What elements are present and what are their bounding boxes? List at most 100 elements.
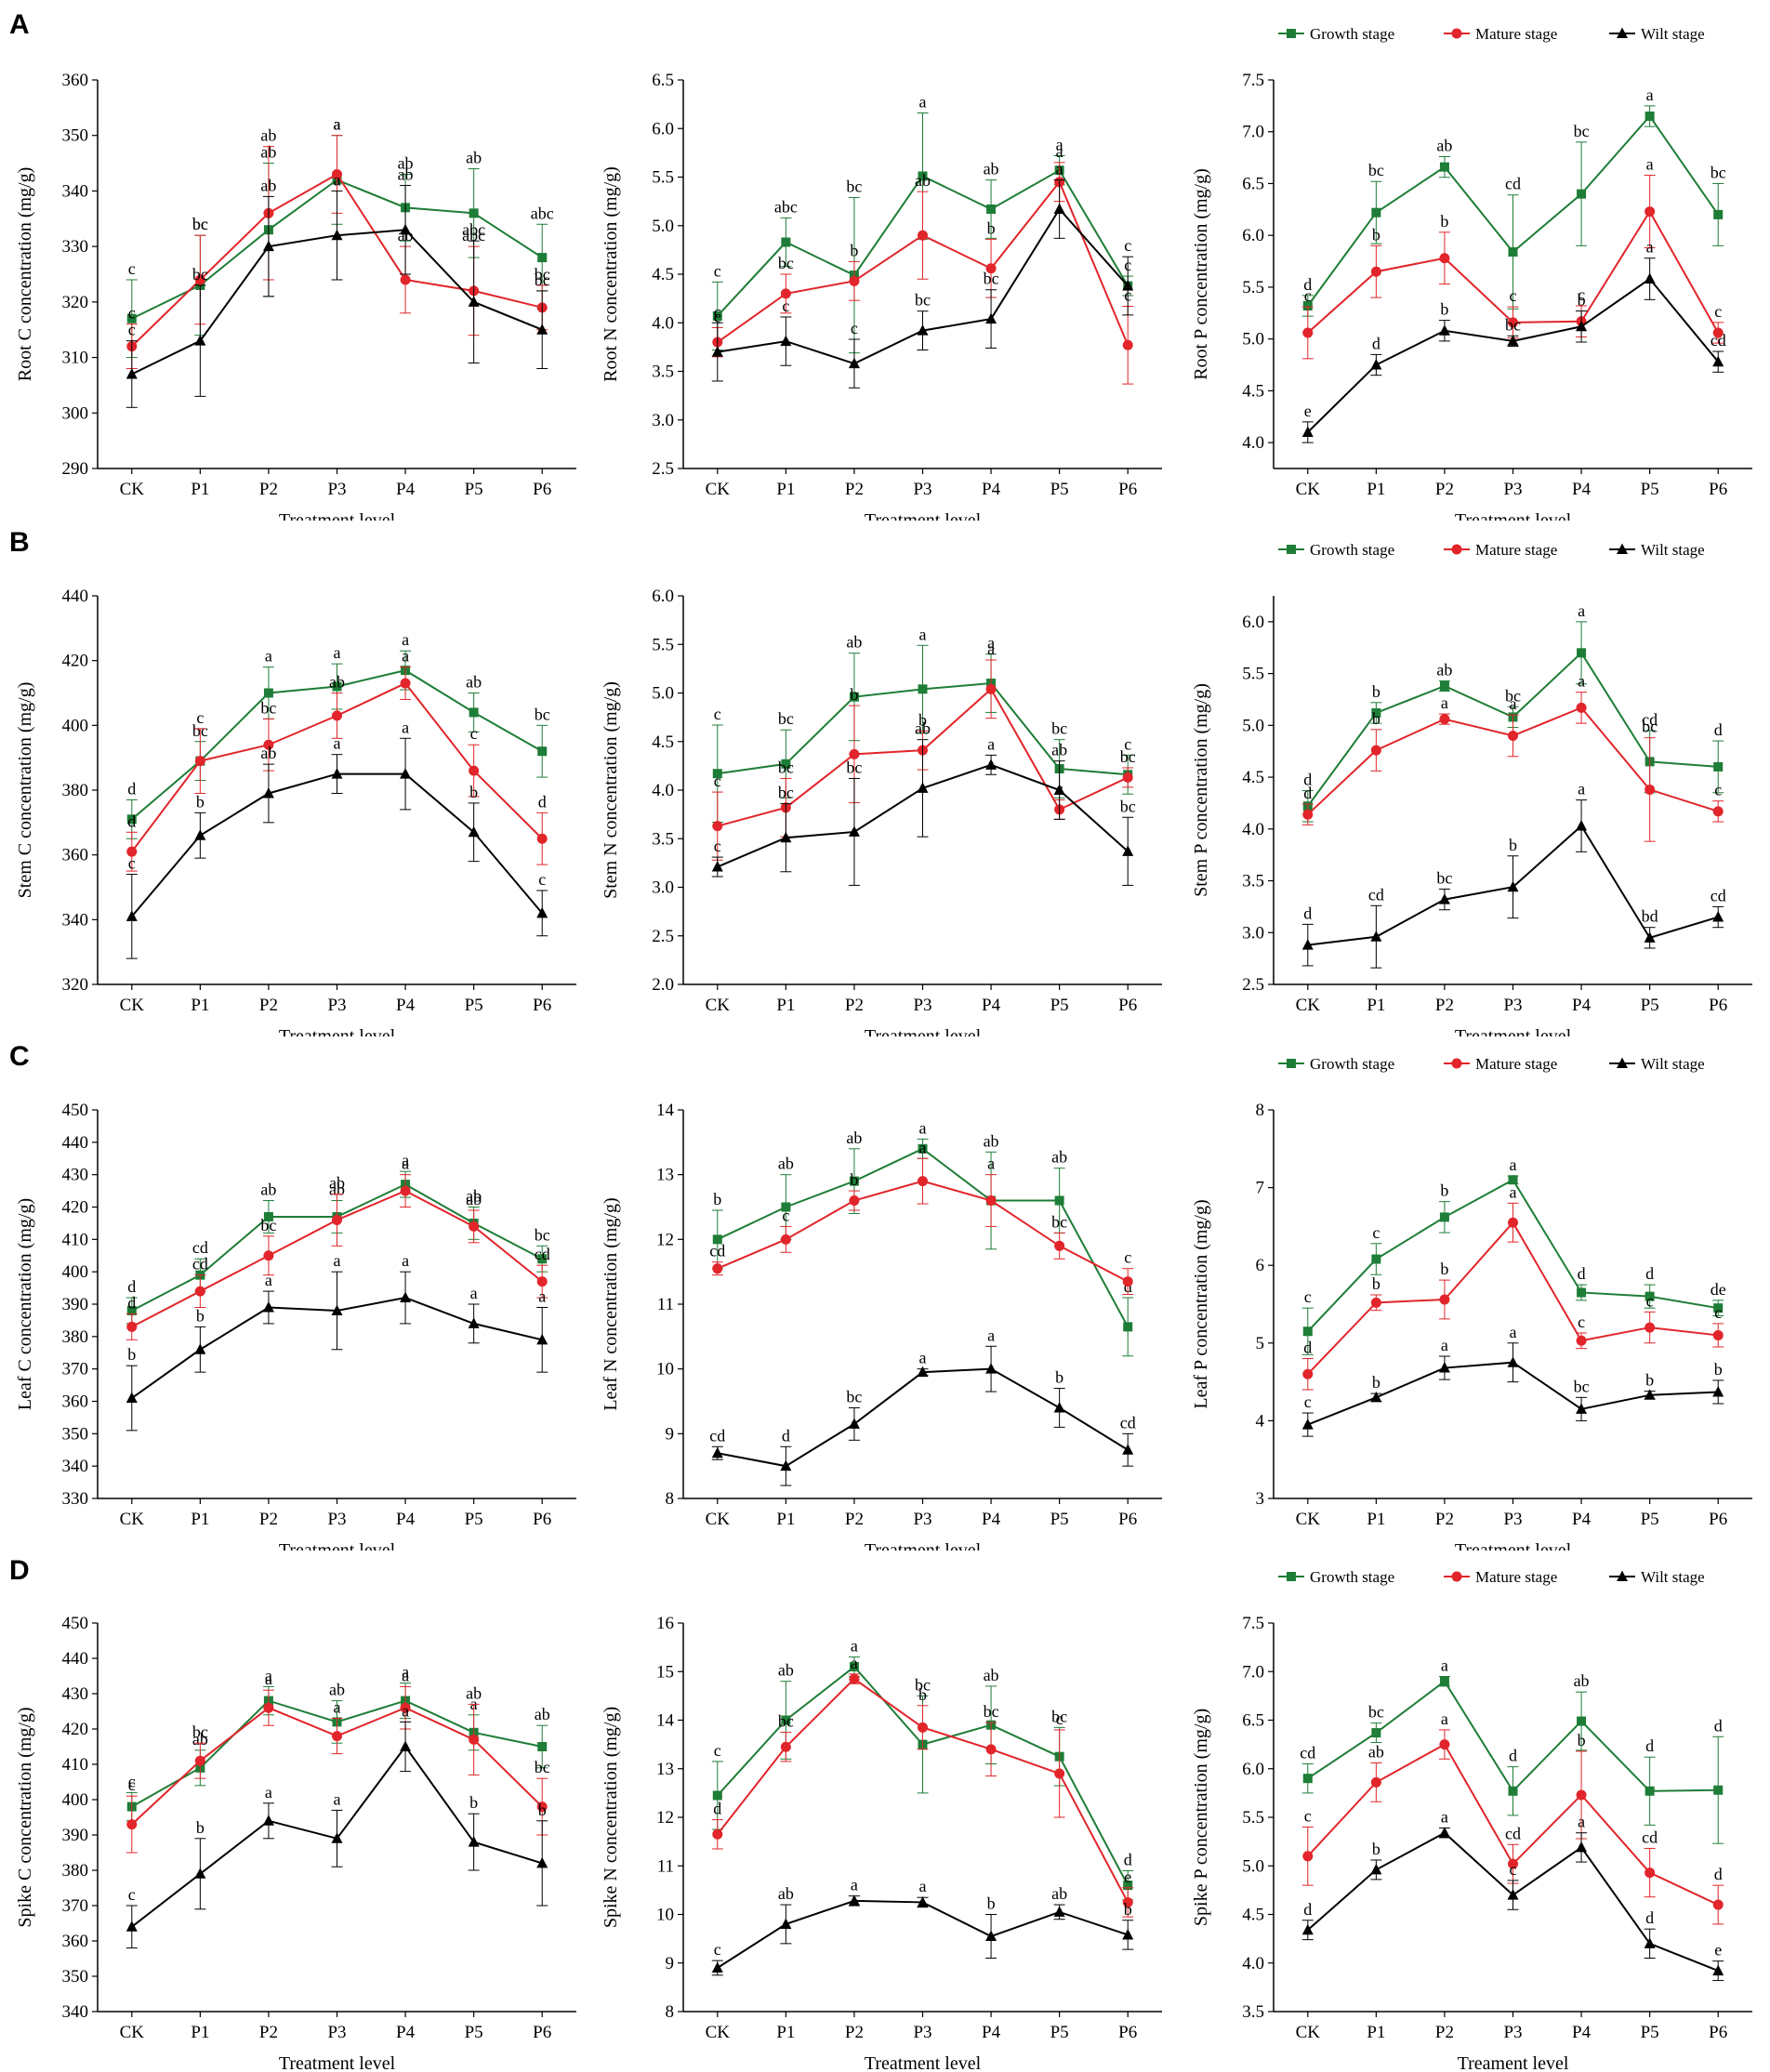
y-tick-label: 7.0 (1242, 1662, 1264, 1682)
significance-letter: ab (466, 673, 482, 692)
data-point (712, 1828, 723, 1840)
significance-letter: c (1510, 1860, 1517, 1879)
y-tick-label: 340 (62, 2002, 89, 2022)
x-tick-label: P4 (1572, 2023, 1592, 2042)
significance-letter: b (850, 1170, 858, 1189)
significance-letter: bc (1051, 1212, 1067, 1231)
data-point (848, 825, 860, 837)
significance-letter: e (1304, 402, 1312, 420)
data-point (849, 1195, 860, 1207)
data-point (1302, 1851, 1314, 1862)
significance-letter: d (1303, 1339, 1312, 1357)
data-point (537, 746, 548, 757)
significance-letter: c (1124, 734, 1131, 753)
x-axis-label: Treatment level (865, 2053, 982, 2072)
x-tick-label: CK (706, 1510, 731, 1529)
data-point (1123, 1881, 1133, 1891)
significance-letter: c (128, 1885, 136, 1904)
y-tick-label: 2.5 (652, 459, 674, 479)
x-tick-label: CK (706, 480, 731, 499)
significance-letter: b (1714, 1360, 1723, 1379)
y-tick-label: 6.5 (1242, 174, 1264, 193)
y-tick-label: 4.0 (1242, 1954, 1264, 1973)
x-tick-label: P4 (396, 480, 416, 499)
significance-letter: b (196, 1818, 205, 1837)
significance-letter: a (334, 1698, 341, 1717)
data-point (1439, 1294, 1450, 1305)
significance-letter: a (919, 1118, 927, 1137)
significance-letter: ab (1051, 1148, 1067, 1167)
significance-letter: bc (984, 1702, 999, 1721)
series-wilt-stage: cd d bc a a b cd (709, 1326, 1136, 1486)
y-tick-label: 16 (656, 1614, 674, 1633)
y-tick-label: 7.5 (1242, 71, 1264, 90)
x-axis-label: Treatment level (279, 1026, 396, 1036)
data-point (1301, 426, 1314, 437)
x-tick-label: P2 (1435, 1510, 1454, 1529)
data-point (1370, 1297, 1381, 1308)
significance-letter: a (851, 1637, 858, 1656)
data-point (918, 230, 928, 241)
data-point (332, 681, 342, 692)
data-point (918, 1176, 928, 1187)
data-point (849, 1176, 859, 1186)
significance-letter: a (402, 718, 409, 736)
y-tick-label: 3.0 (1242, 923, 1264, 943)
data-point (126, 313, 137, 323)
significance-letter: c (128, 321, 136, 339)
significance-letter: a (1646, 238, 1654, 257)
data-point (1439, 1212, 1449, 1222)
legend-marker (1451, 28, 1462, 39)
y-tick-label: 410 (62, 1755, 89, 1775)
significance-letter: b (850, 685, 858, 704)
significance-letter: d (538, 792, 547, 811)
data-point (985, 1744, 997, 1755)
significance-letter: c (1578, 285, 1585, 304)
x-axis-label: Treatment level (1455, 510, 1572, 521)
y-tick-label: 2.5 (1242, 975, 1264, 995)
data-point (263, 1211, 273, 1221)
significance-letter: c (782, 297, 789, 315)
significance-letter: bc (535, 705, 550, 723)
significance-letter: bc (1574, 1377, 1590, 1395)
data-point (1577, 1716, 1587, 1726)
significance-letter: c (1646, 1291, 1654, 1310)
legend-label: Growth stage (1310, 1055, 1394, 1073)
data-point (469, 707, 479, 718)
significance-letter: bc (535, 271, 550, 289)
data-point (849, 1662, 859, 1672)
y-tick-label: 14 (656, 1101, 675, 1120)
y-tick-label: 5 (1256, 1334, 1265, 1353)
x-tick-label: P3 (327, 996, 346, 1015)
legend-marker (1287, 29, 1296, 38)
significance-letter: a (1510, 694, 1517, 713)
y-tick-label: 4.5 (652, 732, 674, 752)
significance-letter: d (1578, 1264, 1586, 1283)
y-tick-label: 400 (62, 716, 89, 735)
data-point (781, 1715, 791, 1725)
data-point (1713, 1785, 1724, 1795)
x-tick-label: P3 (1503, 996, 1522, 1015)
x-tick-label: P2 (1435, 996, 1454, 1015)
data-point (400, 678, 411, 689)
y-tick-label: 360 (62, 1932, 89, 1951)
legend-label: Mature stage (1475, 1568, 1557, 1586)
significance-letter: bc (778, 709, 794, 728)
data-point (848, 357, 860, 369)
significance-letter: b (1509, 836, 1517, 854)
y-tick-label: 15 (656, 1662, 674, 1682)
x-tick-label: P4 (396, 1510, 416, 1529)
significance-letter: a (1646, 86, 1654, 104)
y-tick-label: 7 (1256, 1179, 1265, 1198)
series-wilt-stage: c bc ab a ab abc bc (125, 165, 550, 408)
y-axis-label: Leaf P concentration (mg/g) (1191, 1199, 1211, 1408)
significance-letter: ab (984, 1666, 999, 1684)
significance-letter: bc (192, 265, 208, 284)
data-point (1439, 1739, 1450, 1750)
series-line (717, 1367, 1129, 1468)
x-axis-label: Treatment level (1455, 1540, 1572, 1551)
data-point (1645, 206, 1656, 218)
x-axis-label: Treatment level (1455, 1026, 1572, 1036)
chart-spike-n: 8 9 10 11 12 13 14 15 16 CK P1 P2 P3 P4 P5 P6 Treatment … (601, 1614, 1162, 2072)
